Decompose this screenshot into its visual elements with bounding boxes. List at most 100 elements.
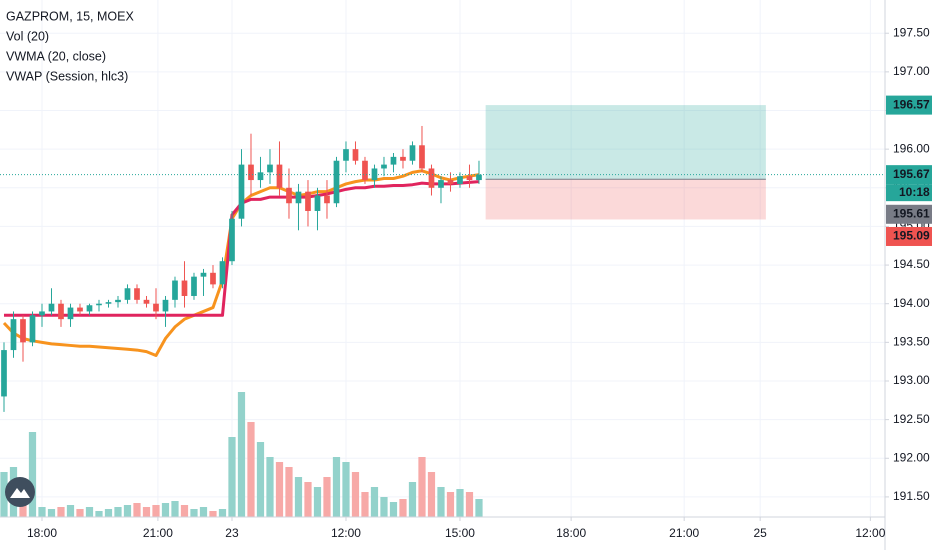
volume-bar	[294, 477, 303, 517]
x-tick-label: 18:00	[27, 526, 57, 540]
logo[interactable]	[5, 477, 35, 507]
y-tick-label: 192.00	[893, 450, 930, 464]
volume-bar	[323, 477, 331, 517]
volume-bar	[66, 505, 75, 517]
price-tag-label: 195.09	[893, 229, 930, 243]
candle-body	[390, 156, 397, 165]
y-tick-label: 194.50	[893, 257, 930, 271]
volume-bar	[465, 492, 474, 517]
volume-bar	[304, 482, 312, 517]
candle-body	[257, 172, 264, 181]
legend-entry: Vol (20)	[6, 29, 49, 43]
countdown-tag	[886, 184, 932, 202]
price-tag	[886, 204, 932, 224]
stop-zone	[485, 179, 766, 220]
price-tag-label: 195.61	[893, 206, 930, 220]
candle-body	[172, 280, 178, 300]
volume-bar	[104, 509, 113, 517]
volume-bar	[0, 472, 8, 517]
price-tag-label: 195.67	[893, 167, 930, 181]
volume-bar	[313, 487, 322, 517]
legend-entry: VWAP (Session, hlc3)	[6, 69, 128, 83]
candle-body	[200, 272, 207, 277]
volume-bar	[152, 505, 160, 517]
chart-title: GAZPROM, 15, MOEX	[6, 9, 134, 23]
candle-body	[29, 315, 36, 343]
y-tick-label: 192.50	[893, 412, 930, 426]
candle-body	[409, 145, 416, 161]
target-zone	[485, 105, 766, 180]
volume-bar	[456, 489, 464, 517]
volume-bar	[237, 392, 246, 517]
candle-body	[210, 272, 216, 285]
candle-body	[10, 319, 17, 351]
candle-body	[447, 180, 454, 184]
candle-body	[324, 195, 330, 204]
legend: GAZPROM, 15, MOEX Vol (20) VWMA (20, clo…	[6, 9, 134, 83]
volume-bar	[123, 505, 132, 517]
x-tick-label: 18:00	[556, 526, 586, 540]
volume-bar	[380, 497, 388, 517]
x-tick-label: 21:00	[143, 526, 173, 540]
countdown-label: 10:18	[899, 185, 930, 199]
candle-body	[438, 180, 444, 188]
candle-body	[267, 164, 273, 173]
candle-body	[476, 174, 482, 181]
y-tick-label: 193.00	[893, 373, 930, 387]
volume-bar	[114, 507, 122, 517]
candle-body	[153, 303, 159, 312]
price-tag-label: 196.57	[893, 97, 930, 111]
volume-bar	[370, 487, 379, 517]
volume-bar	[275, 462, 284, 517]
axes: 191.50 192.00 192.50 193.00 193.50 194.00 194.…	[27, 25, 932, 540]
volume-bar	[437, 487, 445, 517]
volume-bar	[190, 509, 198, 517]
candle-body	[191, 276, 197, 296]
x-tick-label: 21:00	[669, 526, 699, 540]
candle-body	[333, 160, 340, 204]
volume-bar	[361, 492, 369, 517]
candle-body	[124, 288, 131, 300]
candle-body	[96, 303, 102, 306]
volume-bar	[342, 462, 350, 517]
volume-bar	[247, 422, 255, 517]
volume-bar	[418, 457, 426, 517]
candle-body	[86, 305, 93, 312]
candle-body	[143, 299, 150, 304]
candle-body	[295, 191, 302, 204]
y-tick-label: 196.00	[893, 141, 930, 155]
plot	[0, 105, 885, 517]
price-tag	[886, 95, 932, 115]
volume-bar	[199, 507, 208, 517]
candle-body	[419, 145, 425, 169]
volume-bar	[266, 457, 274, 517]
volume-bar	[142, 507, 151, 517]
candle-body	[305, 191, 311, 211]
candle-body	[371, 168, 378, 181]
volume-bar	[85, 507, 94, 517]
volume-bar	[228, 437, 236, 517]
candle-body	[314, 195, 321, 211]
candle-body	[77, 307, 83, 312]
candle-body	[162, 299, 169, 312]
candle-body	[238, 164, 245, 219]
volume-bar	[161, 503, 170, 517]
candle-body	[67, 307, 74, 320]
volume-bar	[180, 505, 189, 517]
x-tick-label: 25	[753, 526, 767, 540]
candle-body	[466, 176, 473, 181]
y-tick-label: 197.50	[893, 25, 930, 39]
volume-bar	[446, 492, 455, 517]
logo-mark[interactable]	[10, 488, 30, 498]
volume-bar	[76, 509, 84, 517]
y-tick-label: 197.00	[893, 64, 930, 78]
price-tag	[886, 165, 932, 185]
candle-body	[248, 164, 254, 181]
candle-body	[400, 156, 406, 161]
volume-bar	[57, 507, 65, 517]
x-tick-label: 12:00	[331, 526, 361, 540]
candle-body	[115, 299, 121, 303]
volume-bar	[95, 511, 103, 517]
